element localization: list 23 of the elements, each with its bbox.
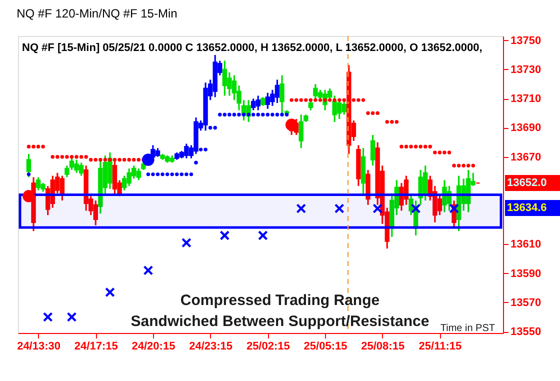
y-tick-label: 13550 xyxy=(510,326,542,338)
y-tick-label: 13730 xyxy=(510,64,542,76)
y-tick-label: 13690 xyxy=(510,122,542,134)
y-tick-label: 13590 xyxy=(510,268,542,280)
y-tick-label: 13570 xyxy=(510,296,542,309)
text: NQ #F [15-Min] 05/25/21 0.0000 C 13652.0000, H 13652.0000, L 13652.0000, O 13652.0000, xyxy=(22,42,482,54)
text: 13652.0 xyxy=(507,177,547,189)
annotation: Compressed Trading Range Sandwiched Between Support/Resistance xyxy=(130,292,430,330)
x-tick-label: 24/17:15 xyxy=(74,340,118,352)
y-tick-label: 13750 xyxy=(510,34,542,47)
x-tick-label: 24/23:15 xyxy=(189,340,233,352)
annotation: Time in PST xyxy=(440,323,495,334)
y-tick-label: 13670 xyxy=(510,151,542,164)
x-tick-label: 24/20:15 xyxy=(132,340,176,352)
y-tick-label: 13710 xyxy=(510,93,542,106)
x-tick-label: 25/08:15 xyxy=(361,340,405,352)
x-tick-label: 24/13:30 xyxy=(17,340,61,352)
x-tick-label: 25/05:15 xyxy=(304,340,348,352)
y-tick-label: 13610 xyxy=(510,238,542,251)
x-tick-label: 25/11:15 xyxy=(418,340,462,352)
x-tick-label: 25/02:15 xyxy=(246,340,290,352)
chart-title: NQ #F 120-Min/NQ #F 15-Min xyxy=(16,6,178,20)
text: 13634.6 xyxy=(507,202,547,214)
